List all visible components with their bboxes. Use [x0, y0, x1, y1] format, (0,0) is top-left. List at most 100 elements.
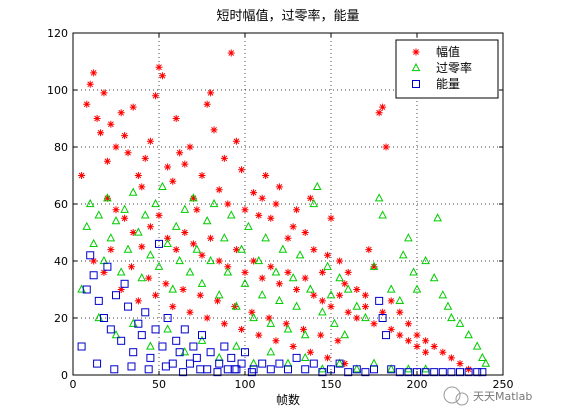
data-point: [284, 234, 292, 242]
data-point: [261, 233, 270, 242]
data-point: [151, 325, 160, 334]
data-point: [271, 267, 281, 276]
data-point: [344, 308, 352, 316]
data-point: [93, 359, 102, 368]
data-point: [134, 319, 143, 328]
data-point: [300, 352, 310, 362]
data-point: [430, 368, 439, 377]
data-point: [404, 368, 413, 377]
data-point: [155, 63, 163, 71]
data-point: [430, 343, 438, 350]
data-point: [163, 324, 172, 333]
data-point: [465, 365, 473, 373]
data-point: [202, 216, 212, 225]
data-point: [241, 206, 249, 214]
data-point: [232, 301, 241, 310]
data-point: [318, 368, 327, 377]
data-point: [250, 257, 258, 265]
data-point: [85, 198, 95, 208]
data-point: [306, 194, 314, 202]
legend-label: 过零率: [436, 60, 472, 75]
data-point: [103, 193, 112, 202]
data-point: [189, 342, 198, 351]
data-point: [107, 246, 115, 254]
data-point: [284, 268, 292, 276]
data-point: [232, 246, 240, 254]
watermark: 天天Matlab: [443, 386, 532, 406]
x-axis-label: 帧数: [276, 392, 300, 407]
data-point: [266, 347, 276, 356]
data-point: [447, 354, 455, 362]
data-point: [293, 286, 301, 293]
data-point: [127, 263, 135, 271]
data-point: [353, 286, 361, 293]
data-point: [123, 244, 133, 253]
data-point: [478, 352, 487, 362]
data-point: [197, 335, 207, 344]
data-point: [341, 280, 349, 288]
data-point: [379, 308, 387, 316]
legend-label: 能量: [436, 77, 460, 91]
data-point: [120, 204, 129, 213]
data-point: [386, 284, 396, 293]
data-point: [213, 368, 222, 377]
data-point: [207, 89, 215, 97]
data-point: [141, 154, 149, 162]
data-point: [107, 120, 115, 128]
data-point: [413, 368, 421, 377]
data-point: [145, 274, 153, 282]
data-point: [404, 320, 412, 328]
data-point: [312, 181, 322, 191]
data-point: [164, 234, 172, 242]
data-point: [227, 353, 236, 362]
data-point: [292, 353, 301, 362]
data-point: [112, 291, 120, 300]
data-point: [404, 337, 412, 345]
data-point: [171, 221, 181, 230]
data-point: [141, 308, 150, 317]
data-point: [249, 365, 258, 374]
data-point: [158, 181, 167, 191]
data-point: [206, 348, 215, 357]
data-point: [257, 290, 267, 299]
data-point: [327, 214, 335, 222]
data-point: [267, 214, 275, 222]
data-point: [309, 198, 319, 208]
data-point: [238, 325, 246, 333]
data-point: [275, 359, 284, 368]
data-point: [161, 362, 170, 371]
data-point: [237, 359, 246, 368]
data-point: [262, 172, 270, 179]
data-point: [447, 368, 456, 377]
data-point: [361, 291, 369, 299]
data-point: [179, 368, 188, 377]
y-tick-label: 40: [54, 255, 68, 268]
data-point: [82, 221, 92, 230]
data-point: [336, 257, 344, 265]
data-point: [185, 267, 195, 276]
data-point: [244, 221, 253, 230]
data-point: [375, 296, 384, 305]
data-point: [137, 331, 146, 340]
data-point: [138, 183, 146, 191]
data-point: [422, 337, 430, 345]
data-point: [117, 286, 125, 293]
data-point: [193, 206, 201, 214]
data-point: [137, 273, 147, 282]
data-point: [120, 279, 129, 288]
data-point: [192, 353, 201, 362]
data-point: [369, 261, 379, 270]
data-point: [128, 187, 138, 196]
legend-marker: [411, 62, 421, 72]
data-point: [220, 233, 229, 242]
data-point: [93, 115, 101, 122]
data-point: [295, 250, 305, 259]
axis-ticks: 0 50 100 150 200 250 0 20 40 60 80 100 120: [47, 27, 514, 391]
data-point: [464, 368, 473, 377]
data-point: [189, 193, 198, 202]
data-point: [258, 359, 267, 368]
y-tick-label: 0: [61, 369, 68, 382]
data-point: [433, 213, 442, 222]
data-point: [438, 290, 448, 299]
